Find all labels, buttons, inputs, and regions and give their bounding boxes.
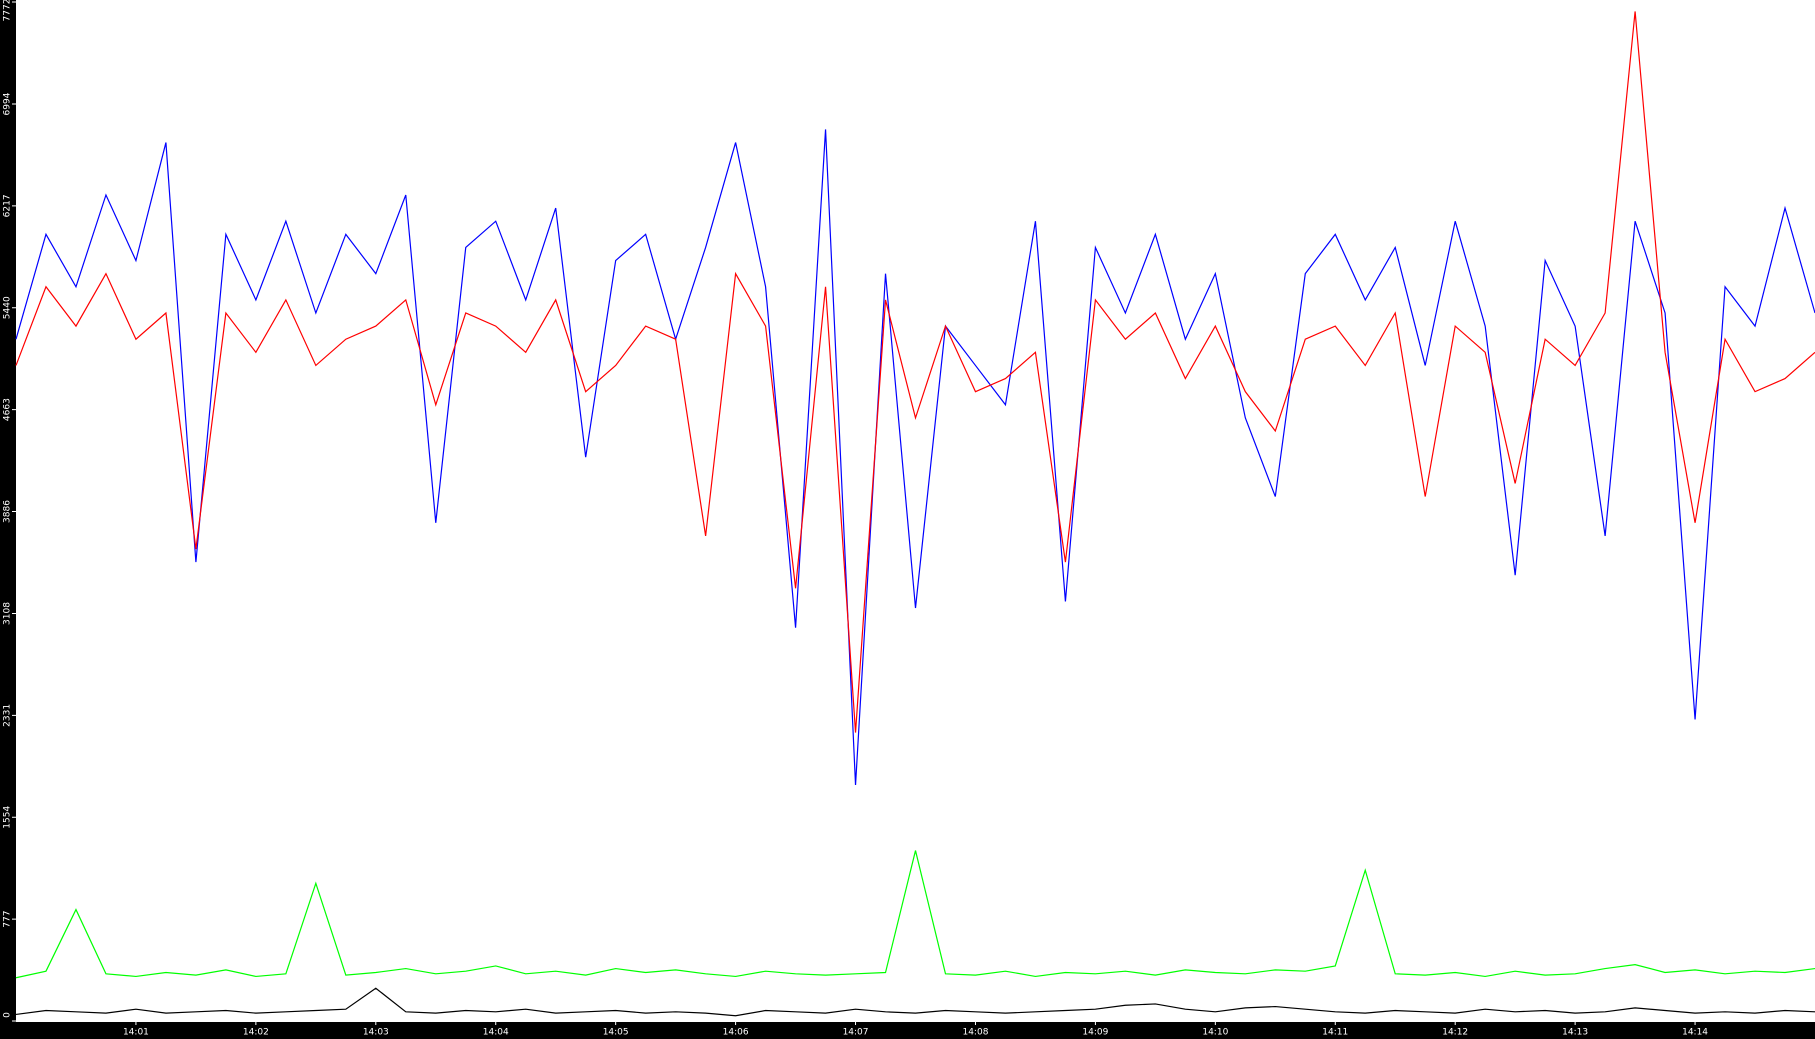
y-axis-strip (0, 0, 16, 1039)
x-tick-label: 14:07 (843, 1028, 869, 1038)
y-tick-label: 3108 (3, 602, 13, 625)
x-tick-label: 14:05 (603, 1028, 629, 1038)
x-tick-label: 14:13 (1562, 1028, 1588, 1038)
x-tick-label: 14:03 (363, 1028, 389, 1038)
y-tick-label: 4663 (3, 398, 13, 421)
x-tick-label: 14:09 (1082, 1028, 1108, 1038)
x-tick-label: 14:02 (243, 1028, 269, 1038)
x-tick-label: 14:11 (1322, 1028, 1348, 1038)
series-line (15, 11, 1815, 733)
y-tick-label: 2331 (3, 704, 13, 727)
x-axis-strip (16, 1022, 1815, 1039)
y-tick-label: 7772 (3, 0, 13, 21)
y-tick-label: 5440 (3, 296, 13, 319)
x-tick-label: 14:10 (1202, 1028, 1228, 1038)
y-tick-label: 777 (3, 911, 13, 928)
y-tick-label: 6217 (3, 194, 13, 217)
series-line (15, 129, 1815, 786)
series-line (15, 987, 1815, 1017)
x-tick-label: 14:08 (962, 1028, 988, 1038)
x-tick-label: 14:04 (483, 1028, 509, 1038)
x-tick-label: 14:14 (1682, 1028, 1708, 1038)
y-tick-label: 1554 (3, 806, 13, 829)
series-line (15, 850, 1815, 979)
x-tick-label: 14:12 (1442, 1028, 1468, 1038)
x-tick-label: 14:01 (123, 1028, 149, 1038)
y-tick-label: 6994 (3, 92, 13, 115)
y-tick-label: 0 (3, 1012, 13, 1018)
y-tick-label: 3886 (3, 500, 13, 523)
x-tick-label: 14:06 (723, 1028, 749, 1038)
